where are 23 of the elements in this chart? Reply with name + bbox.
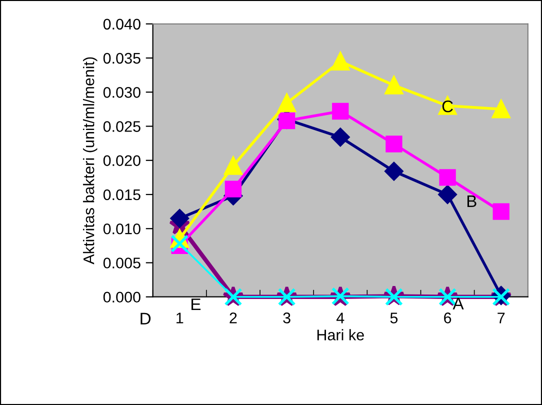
x-tick-label: 2: [230, 312, 237, 324]
y-tick-label: 0.025: [103, 121, 140, 132]
y-tick-label: 0.015: [103, 189, 140, 200]
text: A: [452, 298, 464, 310]
x-tick-label: 1: [176, 312, 184, 324]
x-tick-label: 7: [498, 312, 505, 324]
x-axis-title: Hari ke: [317, 329, 364, 340]
y-tick-label: 0.005: [103, 258, 140, 268]
y-tick-label: 0.010: [103, 223, 140, 234]
x-tick-label: 6: [444, 312, 452, 324]
text: E: [192, 298, 201, 310]
y-tick-label: 0.000: [103, 292, 140, 303]
y-tick-label: 0.020: [103, 155, 140, 166]
y-tick-label: 0.040: [103, 18, 140, 30]
x-tick-label: 4: [336, 312, 344, 324]
x-tick-label: 5: [390, 312, 398, 324]
annotation: B: [467, 196, 476, 207]
y-axis-title: Aktivitas bakteri (unit/ml/menit): [83, 57, 98, 264]
y-tick-label: 0.035: [103, 52, 140, 64]
x-tick-label: 3: [283, 312, 290, 324]
text: D: [140, 312, 151, 324]
annotation: C: [442, 100, 453, 112]
y-tick-label: 0.030: [103, 87, 140, 98]
